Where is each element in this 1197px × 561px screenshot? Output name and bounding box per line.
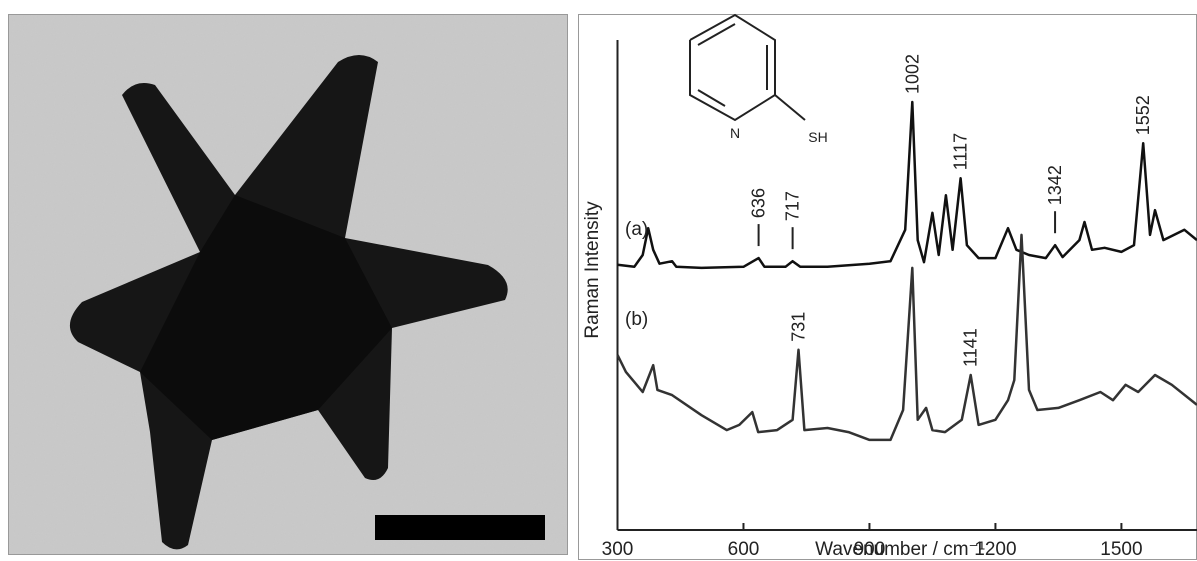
y-axis-label: Raman Intensity xyxy=(582,201,603,339)
x-tick-label: 600 xyxy=(728,539,760,560)
peak-label: 717 xyxy=(783,191,803,221)
peak-label: 1002 xyxy=(902,54,922,94)
atom-label: N xyxy=(730,125,740,141)
figure: N SH Wavenumber / cm⁻¹ Raman Intensity 3… xyxy=(0,0,1197,561)
peak-label: 1117 xyxy=(951,133,971,170)
scale-bar xyxy=(375,515,545,540)
legend-label: (a) xyxy=(625,219,648,240)
x-tick-label: 1500 xyxy=(1100,539,1142,560)
panel-border xyxy=(579,15,1197,560)
peak-label: 1552 xyxy=(1133,95,1153,135)
peak-label: 731 xyxy=(788,312,808,342)
spectrum xyxy=(618,102,1197,268)
x-tick-label: 900 xyxy=(854,539,886,560)
peak-label: 1141 xyxy=(961,328,981,367)
spectrum xyxy=(618,235,1197,440)
peak-label: 1342 xyxy=(1045,165,1065,205)
atom-label: SH xyxy=(808,129,827,145)
peak-label: 636 xyxy=(749,188,769,218)
tem-image xyxy=(8,14,568,555)
structure xyxy=(690,15,805,120)
legend-label: (b) xyxy=(625,309,648,330)
x-axis-label: Wavenumber / cm⁻¹ xyxy=(815,539,985,560)
x-tick-label: 1200 xyxy=(974,539,1016,560)
x-tick-label: 300 xyxy=(602,539,634,560)
